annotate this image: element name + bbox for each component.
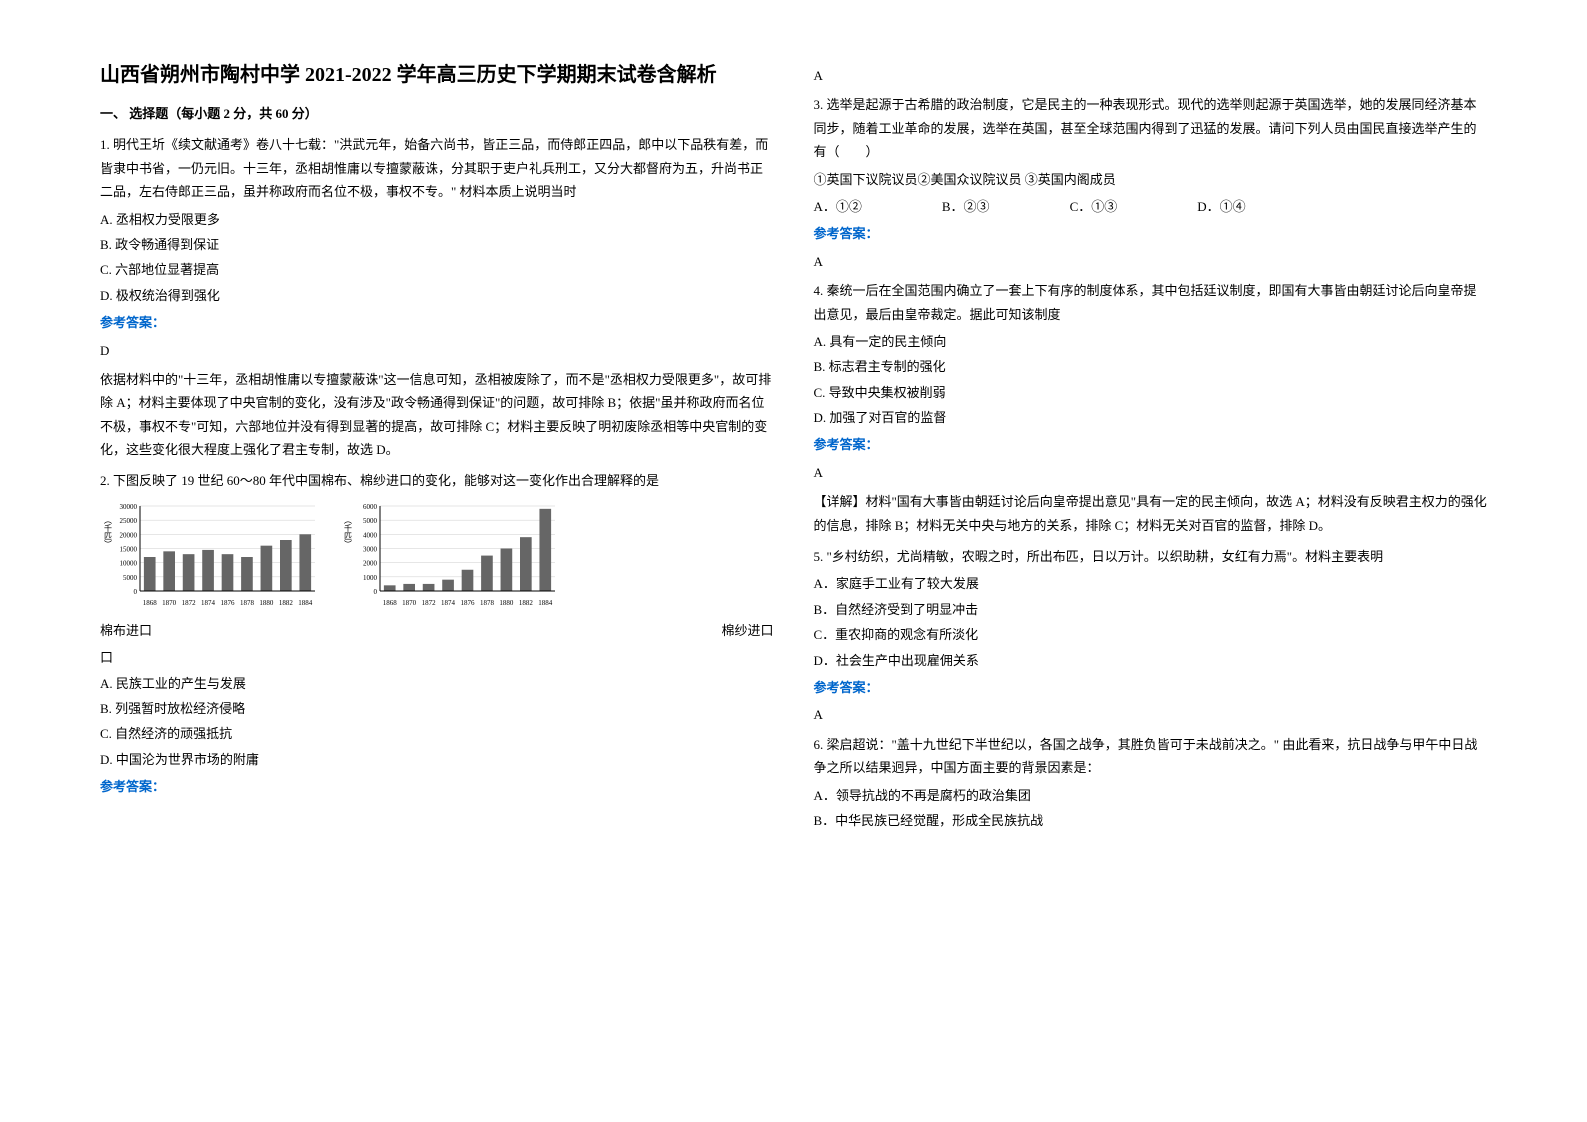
svg-text:1868: 1868 xyxy=(143,599,158,607)
q4-opt-d: D. 加强了对百官的监督 xyxy=(814,406,1488,429)
svg-text:3000: 3000 xyxy=(363,545,378,553)
q1-opt-d: D. 极权统治得到强化 xyxy=(100,284,774,307)
q5-opt-c: C．重农抑商的观念有所淡化 xyxy=(814,623,1488,646)
q4-opt-c: C. 导致中央集权被削弱 xyxy=(814,381,1488,404)
svg-text:1868: 1868 xyxy=(383,599,398,607)
q4-answer: A xyxy=(814,461,1488,484)
q4-text: 4. 秦统一后在全国范围内确立了一套上下有序的制度体系，其中包括廷议制度，即国有… xyxy=(814,279,1488,326)
svg-text:1878: 1878 xyxy=(480,599,495,607)
q3-opt-b: B．②③ xyxy=(942,195,990,218)
q4-answer-label: 参考答案： xyxy=(814,433,1488,456)
right-column: A 3. 选举是起源于古希腊的政治制度，它是民主的一种表现形式。现代的选举则起源… xyxy=(794,60,1508,1062)
svg-text:0: 0 xyxy=(374,588,378,596)
q3-opt-c: C．①③ xyxy=(1070,195,1118,218)
chart-1-svg: 30000 25000 20000 15000 10000 5000 0 （千匹） 1868 18… xyxy=(100,501,320,611)
q5-answer-label: 参考答案： xyxy=(814,676,1488,699)
svg-text:1876: 1876 xyxy=(461,599,476,607)
q2-opt-a: A. 民族工业的产生与发展 xyxy=(100,672,774,695)
q2-opt-c: C. 自然经济的顽强抵抗 xyxy=(100,722,774,745)
svg-text:（千匹）: （千匹） xyxy=(344,516,353,548)
q5-opt-b: B．自然经济受到了明显冲击 xyxy=(814,598,1488,621)
q2-opt-b: B. 列强暂时放松经济侵略 xyxy=(100,697,774,720)
svg-text:5000: 5000 xyxy=(363,517,378,525)
svg-text:1870: 1870 xyxy=(402,599,417,607)
question-3: 3. 选举是起源于古希腊的政治制度，它是民主的一种表现形式。现代的选举则起源于英… xyxy=(814,93,1488,273)
svg-text:20000: 20000 xyxy=(120,531,138,539)
svg-text:1874: 1874 xyxy=(201,599,216,607)
svg-text:1000: 1000 xyxy=(363,574,378,582)
chart-2-svg: 6000 5000 4000 3000 2000 1000 0 （千匹） 1868 1870 187… xyxy=(340,501,560,611)
svg-text:（千匹）: （千匹） xyxy=(104,516,113,548)
section-title: 一、 选择题（每小题 2 分，共 60 分） xyxy=(100,102,774,125)
svg-text:1878: 1878 xyxy=(240,599,255,607)
q4-opt-a: A. 具有一定的民主倾向 xyxy=(814,330,1488,353)
q1-answer-label: 参考答案： xyxy=(100,311,774,334)
q3-answer: A xyxy=(814,250,1488,273)
svg-text:1880: 1880 xyxy=(259,599,274,607)
chart-2: 6000 5000 4000 3000 2000 1000 0 （千匹） 1868 1870 187… xyxy=(340,501,560,611)
svg-text:1872: 1872 xyxy=(182,599,197,607)
q3-options: A．①② B．②③ C．①③ D．①④ xyxy=(814,195,1488,218)
q3-items: ①英国下议院议员②美国众议院议员 ③英国内阁成员 xyxy=(814,168,1488,191)
svg-text:1884: 1884 xyxy=(298,599,313,607)
svg-text:1884: 1884 xyxy=(538,599,553,607)
q6-text: 6. 梁启超说："盖十九世纪下半世纪以，各国之战争，其胜负皆可于未战前决之。" … xyxy=(814,733,1488,780)
chart-captions: 棉布进口 棉纱进口 xyxy=(100,619,774,642)
question-5: 5. "乡村纺织，尤尚精敏，农暇之时，所出布匹，日以万计。以织助耕，女红有力焉"… xyxy=(814,545,1488,727)
question-4: 4. 秦统一后在全国范围内确立了一套上下有序的制度体系，其中包括廷议制度，即国有… xyxy=(814,279,1488,537)
q3-answer-label: 参考答案： xyxy=(814,222,1488,245)
svg-text:10000: 10000 xyxy=(120,560,138,568)
q1-answer: D xyxy=(100,339,774,362)
q4-explanation: 【详解】材料"国有大事皆由朝廷讨论后向皇帝提出意见"具有一定的民主倾向，故选 A… xyxy=(814,490,1488,537)
svg-text:1870: 1870 xyxy=(162,599,177,607)
question-1: 1. 明代王圻《续文献通考》卷八十七载："洪武元年，始备六尚书，皆正三品，而侍郎… xyxy=(100,133,774,461)
q5-opt-a: A．家庭手工业有了较大发展 xyxy=(814,572,1488,595)
svg-text:25000: 25000 xyxy=(120,517,138,525)
svg-text:0: 0 xyxy=(134,588,138,596)
chart-caption-suffix: 口 xyxy=(100,646,774,669)
svg-text:1882: 1882 xyxy=(279,599,294,607)
svg-text:2000: 2000 xyxy=(363,560,378,568)
question-6: 6. 梁启超说："盖十九世纪下半世纪以，各国之战争，其胜负皆可于未战前决之。" … xyxy=(814,733,1488,833)
svg-text:5000: 5000 xyxy=(123,574,138,582)
q3-text: 3. 选举是起源于古希腊的政治制度，它是民主的一种表现形式。现代的选举则起源于英… xyxy=(814,93,1488,163)
svg-text:1872: 1872 xyxy=(422,599,437,607)
q4-opt-b: B. 标志君主专制的强化 xyxy=(814,355,1488,378)
q3-opt-a: A．①② xyxy=(814,195,862,218)
q1-explanation: 依据材料中的"十三年，丞相胡惟庸以专擅蒙蔽诛"这一信息可知，丞相被废除了，而不是… xyxy=(100,368,774,462)
chart-1: 30000 25000 20000 15000 10000 5000 0 （千匹） 1868 18… xyxy=(100,501,320,611)
chart2-label: 棉纱进口 xyxy=(721,619,773,642)
q5-opt-d: D．社会生产中出现雇佣关系 xyxy=(814,649,1488,672)
q2-text: 2. 下图反映了 19 世纪 60～80 年代中国棉布、棉纱进口的变化，能够对这… xyxy=(100,469,774,492)
svg-text:1880: 1880 xyxy=(499,599,514,607)
q1-opt-a: A. 丞相权力受限更多 xyxy=(100,208,774,231)
q1-opt-c: C. 六部地位显著提高 xyxy=(100,258,774,281)
question-2: 2. 下图反映了 19 世纪 60～80 年代中国棉布、棉纱进口的变化，能够对这… xyxy=(100,469,774,798)
q2-answer: A xyxy=(814,64,1488,87)
document-title: 山西省朔州市陶村中学 2021-2022 学年高三历史下学期期末试卷含解析 xyxy=(100,60,774,90)
q1-text: 1. 明代王圻《续文献通考》卷八十七载："洪武元年，始备六尚书，皆正三品，而侍郎… xyxy=(100,133,774,203)
svg-text:15000: 15000 xyxy=(120,545,138,553)
q2-answer-label: 参考答案： xyxy=(100,775,774,798)
q5-answer: A xyxy=(814,703,1488,726)
svg-text:30000: 30000 xyxy=(120,503,138,511)
svg-text:1876: 1876 xyxy=(221,599,236,607)
svg-text:6000: 6000 xyxy=(363,503,378,511)
q1-opt-b: B. 政令畅通得到保证 xyxy=(100,233,774,256)
left-column: 山西省朔州市陶村中学 2021-2022 学年高三历史下学期期末试卷含解析 一、… xyxy=(80,60,794,1062)
q6-opt-b: B．中华民族已经觉醒，形成全民族抗战 xyxy=(814,809,1488,832)
svg-text:1874: 1874 xyxy=(441,599,456,607)
q2-opt-d: D. 中国沦为世界市场的附庸 xyxy=(100,748,774,771)
chart1-label: 棉布进口 xyxy=(100,619,152,642)
svg-text:1882: 1882 xyxy=(519,599,534,607)
charts-container: 300002500020000150001000050000（千匹）186818… xyxy=(100,501,774,611)
svg-text:4000: 4000 xyxy=(363,531,378,539)
q3-opt-d: D．①④ xyxy=(1197,195,1245,218)
q5-text: 5. "乡村纺织，尤尚精敏，农暇之时，所出布匹，日以万计。以织助耕，女红有力焉"… xyxy=(814,545,1488,568)
q6-opt-a: A．领导抗战的不再是腐朽的政治集团 xyxy=(814,784,1488,807)
